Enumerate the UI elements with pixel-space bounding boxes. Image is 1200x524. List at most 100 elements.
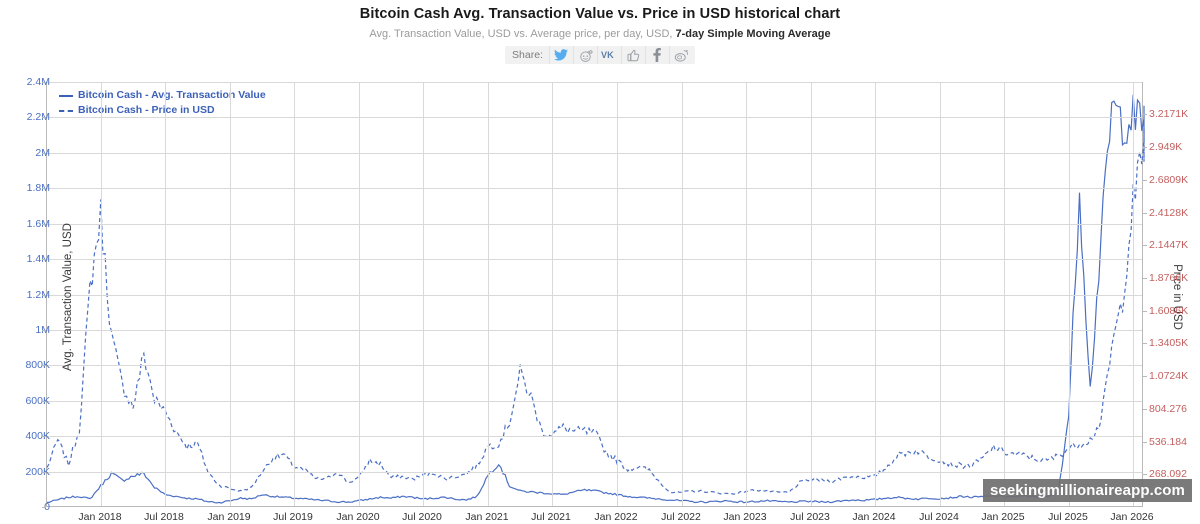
gridline-horizontal	[47, 153, 1142, 154]
y-axis-left-tick: 600K	[25, 395, 50, 407]
y-axis-right-tickmark	[1143, 311, 1147, 312]
y-axis-left-tick: 200K	[25, 466, 50, 478]
y-axis-right-tickmark	[1143, 213, 1147, 214]
y-axis-left-tickmark	[42, 259, 46, 260]
x-axis-tick: Jan 2019	[207, 511, 251, 523]
x-axis-tick: Jul 2018	[144, 511, 184, 523]
gridline-horizontal	[47, 188, 1142, 189]
gridline-vertical	[682, 82, 683, 506]
facebook-icon[interactable]	[644, 46, 669, 64]
gridline-horizontal	[47, 472, 1142, 473]
gridline-vertical	[1133, 82, 1134, 506]
y-axis-right-tickmark	[1143, 474, 1147, 475]
weibo-icon[interactable]	[668, 46, 693, 64]
series-layer	[46, 94, 1145, 504]
x-axis-tick: Jul 2019	[273, 511, 313, 523]
y-axis-right-tick: 1.8766K	[1149, 272, 1189, 284]
y-axis-right-tick: 2.6809K	[1149, 174, 1189, 186]
y-axis-right-tick: 1.3405K	[1149, 337, 1189, 349]
gridline-horizontal	[47, 401, 1142, 402]
x-axis-tick: Jan 2023	[723, 511, 767, 523]
gridline-horizontal	[47, 436, 1142, 437]
legend-swatch-dashed-icon	[59, 109, 73, 112]
y-axis-right-tickmark	[1143, 343, 1147, 344]
x-axis-tick: Jul 2020	[402, 511, 442, 523]
y-axis-right-tickmark	[1143, 147, 1147, 148]
chart-legend: Bitcoin Cash - Avg. Transaction Value Bi…	[59, 88, 266, 118]
x-axis-tick: Jan 2022	[594, 511, 638, 523]
vk-icon[interactable]: VK	[596, 46, 621, 64]
reddit-icon[interactable]	[572, 46, 597, 64]
y-axis-right-tick: 536.184	[1149, 436, 1187, 448]
y-axis-right-tick: 2.1447K	[1149, 239, 1189, 251]
legend-item-price-usd[interactable]: Bitcoin Cash - Price in USD	[59, 103, 266, 118]
x-axis-tick: Jan 2020	[336, 511, 380, 523]
chart-subtitle-normal: Avg. Transaction Value, USD vs. Average …	[369, 28, 673, 40]
y-axis-left-tick: 2.4M	[26, 76, 50, 88]
gridline-vertical	[423, 82, 424, 506]
y-axis-right-tick: 2.4128K	[1149, 207, 1189, 219]
gridline-horizontal	[47, 224, 1142, 225]
avg-transaction-value-line	[47, 94, 1145, 504]
y-axis-right-tick: 804.276	[1149, 403, 1187, 415]
y-axis-left-tick: 1.4M	[26, 253, 50, 265]
gridline-vertical	[617, 82, 618, 506]
x-axis-tick: Jan 2026	[1110, 511, 1154, 523]
y-axis-left-tickmark	[42, 365, 46, 366]
share-label: Share:	[512, 49, 543, 61]
gridline-horizontal	[47, 365, 1142, 366]
y-axis-left-tick: 800K	[25, 359, 50, 371]
gridline-vertical	[1069, 82, 1070, 506]
y-axis-right-tickmark	[1143, 278, 1147, 279]
legend-label-price-usd: Bitcoin Cash - Price in USD	[78, 104, 215, 116]
y-axis-left-tick: 1.2M	[26, 289, 50, 301]
y-axis-right-tick: 268.092	[1149, 468, 1187, 480]
gridline-vertical	[488, 82, 489, 506]
share-bar: Share: VK	[505, 46, 695, 64]
x-axis-tick: Jan 2024	[852, 511, 896, 523]
legend-item-avg-transaction-value[interactable]: Bitcoin Cash - Avg. Transaction Value	[59, 88, 266, 103]
y-axis-left-tickmark	[42, 472, 46, 473]
chart-header: Bitcoin Cash Avg. Transaction Value vs. …	[0, 0, 1200, 64]
y-axis-left-tick: 2.2M	[26, 111, 50, 123]
plot-area: Bitcoin Cash - Avg. Transaction Value Bi…	[46, 82, 1145, 507]
gridline-vertical	[940, 82, 941, 506]
gridline-horizontal	[47, 82, 1142, 83]
y-axis-right-tickmark	[1143, 409, 1147, 410]
gridline-vertical	[1004, 82, 1005, 506]
y-axis-right-tick: 1.0724K	[1149, 370, 1189, 382]
gridline-vertical	[230, 82, 231, 506]
y-axis-left-tickmark	[42, 507, 46, 508]
y-axis-left-tickmark	[42, 188, 46, 189]
y-axis-left-tick: 400K	[25, 430, 50, 442]
gridline-vertical	[552, 82, 553, 506]
gridline-vertical	[875, 82, 876, 506]
chart-subtitle-bold: 7-day Simple Moving Average	[675, 28, 831, 40]
y-axis-left-tickmark	[42, 401, 46, 402]
page-title: Bitcoin Cash Avg. Transaction Value vs. …	[359, 6, 841, 22]
gridline-vertical	[101, 82, 102, 506]
legend-swatch-solid-icon	[59, 94, 73, 97]
y-axis-left-tickmark	[42, 224, 46, 225]
x-axis-tick: Jan 2021	[465, 511, 509, 523]
watermark: seekingmillionaireapp.com	[982, 479, 1192, 502]
twitter-icon[interactable]	[548, 46, 573, 64]
y-axis-right-tick: 1.6086K	[1149, 305, 1189, 317]
y-axis-right-tick: 2.949K	[1149, 141, 1183, 153]
y-axis-left-tickmark	[42, 117, 46, 118]
svg-text:VK: VK	[601, 50, 614, 60]
chart-container: Bitcoin Cash - Avg. Transaction Value Bi…	[0, 70, 1200, 524]
gridline-vertical	[746, 82, 747, 506]
thumbs-up-icon[interactable]	[620, 46, 645, 64]
gridline-horizontal	[47, 295, 1142, 296]
y-axis-right-tickmark	[1143, 376, 1147, 377]
chart-subtitle: Avg. Transaction Value, USD vs. Average …	[0, 27, 1200, 41]
x-axis-tick: Jan 2025	[981, 511, 1025, 523]
y-axis-left-tickmark	[42, 82, 46, 83]
gridline-vertical	[811, 82, 812, 506]
y-axis-left-tickmark	[42, 436, 46, 437]
y-axis-right-tickmark	[1143, 442, 1147, 443]
x-axis-tick: Jan 2018	[78, 511, 122, 523]
y-axis-left-tick: 0	[44, 501, 50, 513]
y-axis-left-tick: 1.6M	[26, 218, 50, 230]
